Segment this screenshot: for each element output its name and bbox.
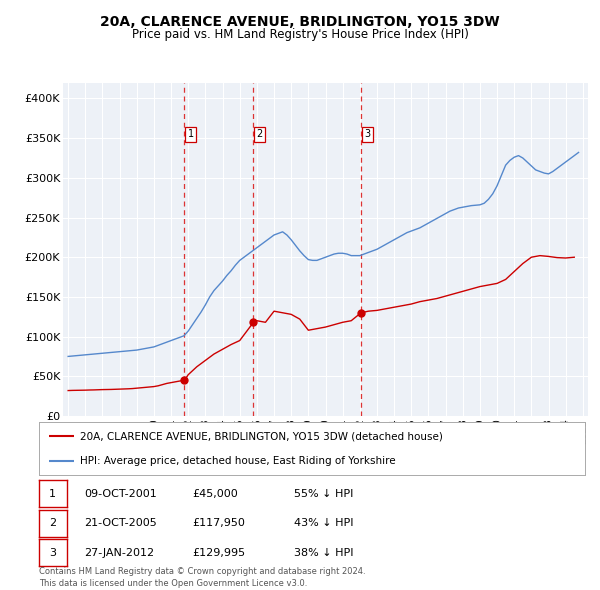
Text: £45,000: £45,000 bbox=[192, 489, 238, 499]
Text: 27-JAN-2012: 27-JAN-2012 bbox=[84, 548, 154, 558]
Text: 55% ↓ HPI: 55% ↓ HPI bbox=[294, 489, 353, 499]
Text: 3: 3 bbox=[49, 548, 56, 558]
Text: 1: 1 bbox=[188, 129, 194, 139]
Text: £117,950: £117,950 bbox=[192, 519, 245, 528]
Text: 3: 3 bbox=[364, 129, 370, 139]
Text: HPI: Average price, detached house, East Riding of Yorkshire: HPI: Average price, detached house, East… bbox=[80, 455, 395, 466]
Text: 38% ↓ HPI: 38% ↓ HPI bbox=[294, 548, 353, 558]
Text: Contains HM Land Registry data © Crown copyright and database right 2024.
This d: Contains HM Land Registry data © Crown c… bbox=[39, 567, 365, 588]
Text: 2: 2 bbox=[49, 519, 56, 528]
Text: Price paid vs. HM Land Registry's House Price Index (HPI): Price paid vs. HM Land Registry's House … bbox=[131, 28, 469, 41]
Text: 09-OCT-2001: 09-OCT-2001 bbox=[84, 489, 157, 499]
Text: 20A, CLARENCE AVENUE, BRIDLINGTON, YO15 3DW (detached house): 20A, CLARENCE AVENUE, BRIDLINGTON, YO15 … bbox=[80, 431, 443, 441]
Text: 21-OCT-2005: 21-OCT-2005 bbox=[84, 519, 157, 528]
Text: £129,995: £129,995 bbox=[192, 548, 245, 558]
Text: 43% ↓ HPI: 43% ↓ HPI bbox=[294, 519, 353, 528]
Text: 2: 2 bbox=[257, 129, 263, 139]
Text: 20A, CLARENCE AVENUE, BRIDLINGTON, YO15 3DW: 20A, CLARENCE AVENUE, BRIDLINGTON, YO15 … bbox=[100, 15, 500, 29]
Text: 1: 1 bbox=[49, 489, 56, 499]
